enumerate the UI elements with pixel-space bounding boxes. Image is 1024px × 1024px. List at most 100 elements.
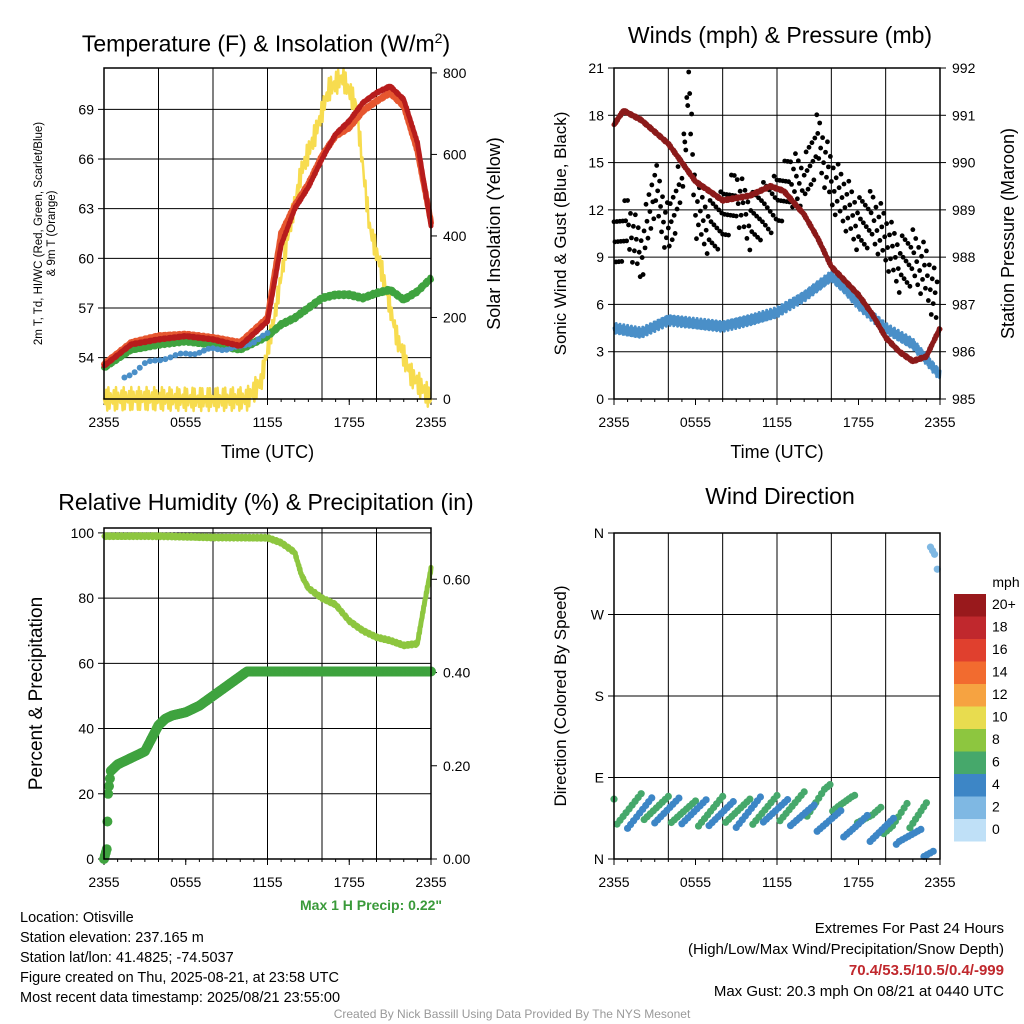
gust-point <box>895 266 901 272</box>
gust-point <box>798 165 804 171</box>
hiwc-point <box>223 346 230 353</box>
y2-tick-label: 0.60 <box>443 571 470 587</box>
gust-point <box>693 212 698 218</box>
gust-point <box>624 238 630 244</box>
rh-line <box>101 532 434 650</box>
gust-point <box>905 241 911 246</box>
colorbar-swatch <box>954 751 986 774</box>
direction-point <box>837 807 845 815</box>
x-tick-label: 0555 <box>170 414 201 430</box>
x-tick-label: 2355 <box>415 414 446 430</box>
gust-point <box>665 225 671 231</box>
gust-point <box>892 254 898 260</box>
x-tick-label: 2355 <box>598 414 629 430</box>
gust-point <box>672 231 678 236</box>
gust-point <box>649 182 655 188</box>
hiwc-point <box>259 332 266 339</box>
wind-chart-title: Winds (mph) & Pressure (mb) <box>627 22 933 48</box>
gust-point <box>858 216 863 222</box>
y2-tick-label: 600 <box>443 146 467 162</box>
colorbar-swatch <box>954 729 986 752</box>
gust-point <box>619 259 625 264</box>
gust-point <box>745 199 751 205</box>
temp-xlabel: Time (UTC) <box>221 442 314 462</box>
gust-point <box>764 205 770 211</box>
gust-point <box>859 198 865 204</box>
gust-point <box>647 209 653 214</box>
direction-point <box>702 796 710 804</box>
extremes-values: 70.4/53.5/10.5/0.4/-999 <box>848 962 1004 979</box>
gust-point <box>635 225 641 231</box>
hiwc-point <box>182 350 189 357</box>
gust-point <box>803 149 809 155</box>
sonic-wind-line <box>612 270 942 380</box>
direction-point <box>746 795 754 803</box>
direction-point <box>917 825 925 834</box>
gust-point <box>639 255 645 260</box>
direction-point <box>826 781 834 789</box>
gust-point <box>834 198 840 204</box>
gust-point <box>856 234 861 240</box>
temp-ylabel-line1: 2m T, Td, HI/WC (Red, Green, Scarlet/Blu… <box>33 122 45 345</box>
gust-point <box>889 219 894 225</box>
pressure-line <box>611 108 943 365</box>
max-gust-text: Max Gust: 20.3 mph On 08/21 at 0440 UTC <box>713 983 1004 1000</box>
gust-point <box>922 262 927 268</box>
plot-frame <box>103 527 432 860</box>
plot-frame <box>613 67 941 400</box>
y-tick-label: 6 <box>596 296 604 312</box>
gust-point <box>761 179 766 185</box>
extremes-title: Extremes For Past 24 Hours <box>814 920 1004 937</box>
precip-point <box>103 781 114 792</box>
gust-point <box>770 212 776 218</box>
x-tick-label: 1155 <box>252 874 282 890</box>
x-tick-label: 1755 <box>843 874 874 890</box>
gust-point <box>674 206 680 212</box>
gust-point <box>670 194 676 200</box>
gust-point <box>873 204 879 210</box>
colorbar-label: 0 <box>992 821 1000 837</box>
gust-point <box>829 202 835 208</box>
gust-point <box>866 228 872 233</box>
y2-tick-label: 992 <box>952 60 976 76</box>
gust-point <box>827 154 833 159</box>
gust-point <box>826 164 831 170</box>
direction-point <box>691 797 700 805</box>
gust-point <box>815 131 821 136</box>
y-tick-label: 20 <box>78 786 94 802</box>
gust-point <box>884 221 890 227</box>
gust-point <box>738 212 744 218</box>
gust-point <box>655 188 661 194</box>
direction-point <box>903 799 911 808</box>
gust-point <box>920 277 925 282</box>
gust-point <box>628 210 633 216</box>
gust-point <box>651 216 657 222</box>
colorbar-label: 6 <box>992 754 1000 770</box>
colorbar-label: 12 <box>992 686 1008 702</box>
gust-point <box>846 178 852 184</box>
gust-point <box>658 204 663 209</box>
direction-point <box>810 801 818 809</box>
gust-point <box>814 112 820 118</box>
y-tick-label: W <box>591 607 605 623</box>
gust-point <box>878 201 884 206</box>
gust-point <box>881 210 887 216</box>
gust-point <box>712 243 718 249</box>
x-tick-label: 1155 <box>762 414 792 430</box>
gust-point <box>868 210 874 216</box>
y-tick-label: 12 <box>588 202 604 218</box>
direction-point <box>783 796 792 804</box>
y-tick-label: 0 <box>86 851 94 867</box>
gust-point <box>631 223 636 229</box>
gust-point <box>663 235 669 241</box>
gust-point <box>837 208 843 214</box>
y-tick-label: 60 <box>78 250 94 266</box>
direction-point <box>929 847 937 855</box>
gust-point <box>736 225 742 231</box>
gust-point <box>788 159 793 165</box>
gust-point <box>642 245 648 251</box>
direction-point <box>877 803 885 811</box>
gust-point <box>902 237 908 243</box>
x-tick-label: 0555 <box>680 414 711 430</box>
gust-point <box>808 182 814 187</box>
